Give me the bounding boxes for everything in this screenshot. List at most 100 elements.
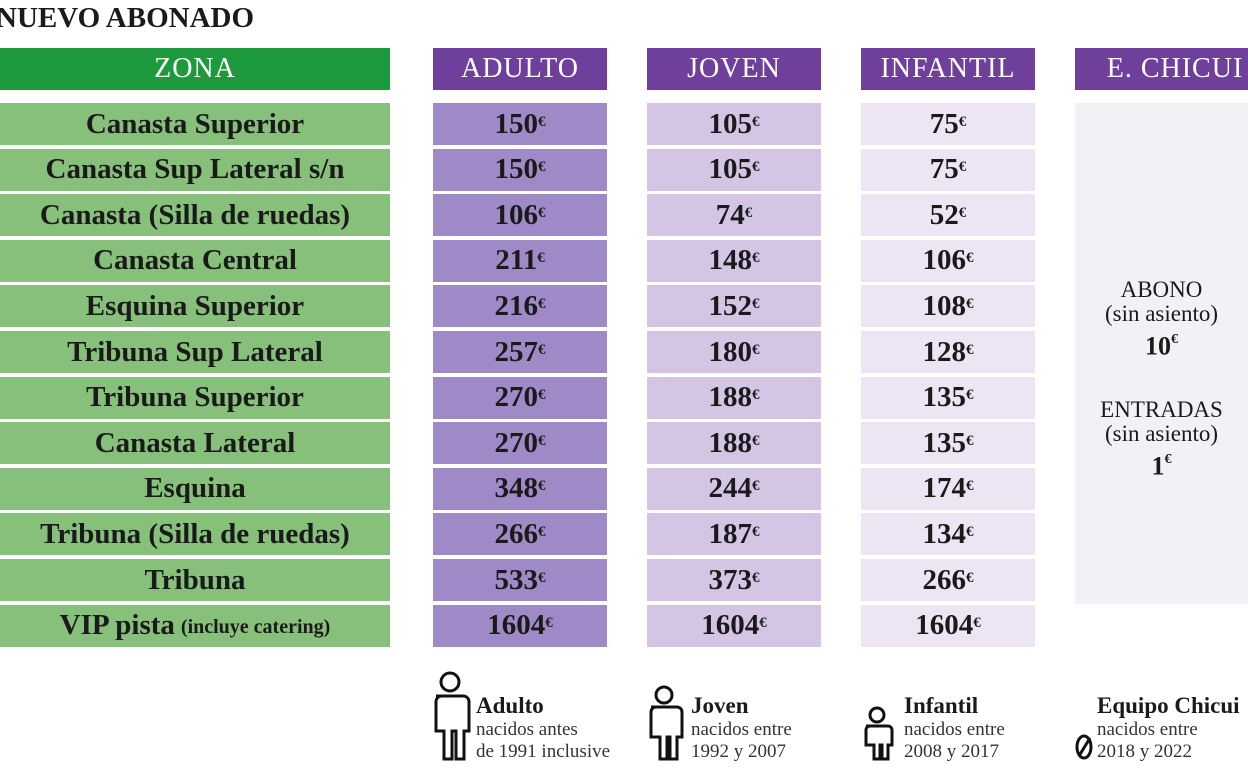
price: 373 — [708, 563, 753, 596]
zona-name: Canasta Superior — [85, 107, 305, 140]
price: 135 — [922, 381, 967, 414]
currency: € — [538, 387, 546, 404]
price: 180 — [708, 335, 753, 368]
price-cell: 75 € — [861, 103, 1035, 145]
price-cell: 244 € — [647, 467, 821, 510]
currency: € — [752, 250, 760, 267]
price: 106 — [494, 198, 539, 231]
zona-name: VIP pista — [59, 609, 175, 642]
icon-adult — [434, 671, 471, 761]
price-cell: 270 € — [433, 376, 607, 419]
price-cell: 105 € — [647, 103, 821, 145]
price-cell: 135 € — [861, 376, 1035, 419]
legend-name: Infantil — [904, 693, 979, 718]
zona-cell: Canasta Lateral — [0, 422, 390, 465]
price-cell: 1604 € — [433, 604, 607, 647]
legend-line: de 1991 inclusive — [476, 741, 611, 762]
chicui-panel — [1075, 103, 1248, 604]
currency: € — [538, 478, 546, 495]
price: 152 — [708, 289, 753, 322]
currency: € — [538, 432, 546, 449]
legend-line: nacidos entre — [1097, 719, 1198, 740]
price-cell: 128 € — [861, 331, 1035, 373]
currency: € — [538, 523, 546, 540]
price: 188 — [708, 426, 753, 459]
price-cell: 187 € — [647, 513, 821, 556]
price-cell: 270 € — [433, 422, 607, 465]
currency: € — [752, 569, 760, 586]
price: 108 — [922, 289, 967, 322]
currency: € — [966, 569, 974, 586]
price-cell: 1604 € — [861, 604, 1035, 647]
price: 266 — [494, 517, 539, 550]
column-header: E. CHICUI — [1075, 48, 1248, 90]
currency: € — [752, 432, 760, 449]
currency: € — [752, 295, 760, 312]
zona-cell: Esquina — [0, 467, 390, 510]
currency: € — [545, 615, 553, 632]
zona-cell: Canasta Sup Lateral s/n — [0, 148, 390, 191]
icon-youth — [649, 685, 684, 761]
legend-entry: Joven nacidos entre 1992 y 2007 — [691, 693, 792, 763]
currency: € — [958, 204, 967, 221]
currency: € — [966, 523, 974, 540]
price: 10 — [1145, 331, 1171, 361]
legend-line: 2008 y 2017 — [904, 741, 999, 762]
price-cell: 134 € — [861, 513, 1035, 556]
currency: € — [537, 250, 545, 267]
column-header: INFANTIL — [861, 48, 1035, 90]
price: 52 — [929, 198, 959, 231]
legend-line: 1992 y 2007 — [691, 741, 786, 762]
chicui-note: (sin asiento) — [1104, 421, 1219, 446]
legend-line: nacidos antes — [476, 719, 578, 740]
price-cell: 188 € — [647, 422, 821, 465]
column-header: ZONA — [0, 48, 390, 90]
price: 106 — [922, 244, 967, 277]
column-header: ADULTO — [433, 48, 607, 90]
price: 244 — [708, 472, 753, 505]
legend-line: nacidos entre — [904, 719, 1005, 740]
price-cell: 348 € — [433, 467, 607, 510]
price-cell: 106 € — [861, 239, 1035, 282]
price: 150 — [494, 153, 539, 186]
currency: € — [752, 341, 760, 358]
price-cell: 106 € — [433, 194, 607, 237]
zona-cell: Canasta (Silla de ruedas) — [0, 194, 390, 237]
price: 1604 — [915, 609, 974, 642]
currency: € — [958, 113, 967, 130]
zona-cell: Canasta Central — [0, 239, 390, 282]
price: 134 — [922, 517, 967, 550]
currency: € — [966, 387, 974, 404]
price: 187 — [708, 517, 753, 550]
price-cell: 135 € — [861, 422, 1035, 465]
zona-name: Esquina — [144, 472, 246, 505]
legend-name: Equipo Chicui — [1097, 693, 1240, 718]
icon-baby — [1075, 734, 1093, 760]
price-cell: 211 € — [433, 239, 607, 282]
zona-name: Tribuna Sup Lateral — [67, 335, 323, 368]
price-cell: 188 € — [647, 376, 821, 419]
currency: € — [966, 341, 974, 358]
price-cell: 533 € — [433, 559, 607, 601]
chicui-item: ABONO (sin asiento) 10€ — [1075, 278, 1248, 361]
price: 270 — [494, 381, 539, 414]
legend-icons — [434, 671, 1093, 761]
price-cell: 108 € — [861, 285, 1035, 328]
price: 150 — [494, 107, 539, 140]
price-cell: 266 € — [861, 559, 1035, 601]
currency: € — [966, 478, 974, 495]
price: 174 — [922, 472, 967, 505]
zona-cell: Esquina Superior — [0, 285, 390, 328]
currency: € — [966, 432, 974, 449]
price-cell: 1604 € — [647, 604, 821, 647]
price: 1 — [1151, 451, 1165, 481]
zona-name: Tribuna (Silla de ruedas) — [40, 517, 350, 550]
currency: € — [1171, 332, 1178, 347]
column-header: JOVEN — [647, 48, 821, 90]
zona-name: Canasta Sup Lateral s/n — [45, 153, 345, 186]
price: 1604 — [487, 609, 546, 642]
currency: € — [744, 204, 753, 221]
price-cell: 75 € — [861, 148, 1035, 191]
price-cell: 148 € — [647, 239, 821, 282]
